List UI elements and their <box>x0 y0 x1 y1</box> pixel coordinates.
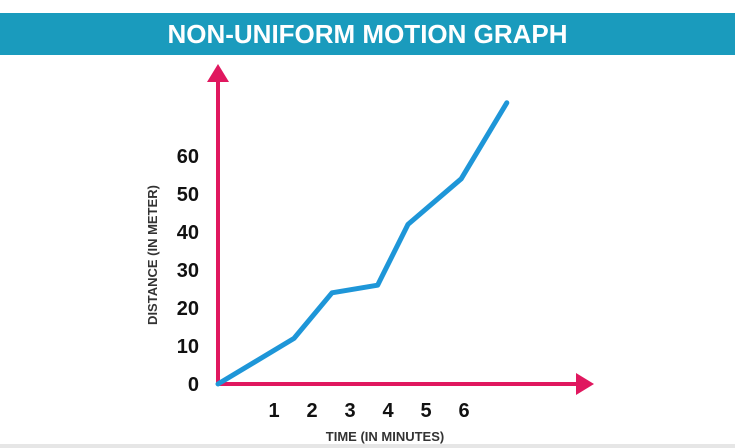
y-tick-label: 50 <box>177 184 199 206</box>
x-axis-arrow-icon <box>576 373 594 395</box>
x-tick-label: 3 <box>344 400 355 422</box>
x-tick-label: 2 <box>306 400 317 422</box>
y-tick-label: 0 <box>188 374 199 396</box>
y-tick-label: 20 <box>177 298 199 320</box>
y-tick-label: 60 <box>177 146 199 168</box>
y-tick-label: 40 <box>177 222 199 244</box>
x-tick-label: 4 <box>382 400 394 422</box>
x-axis-label: TIME (IN MINUTES) <box>326 429 444 444</box>
x-tick-label: 6 <box>458 400 469 422</box>
y-axis-arrow-icon <box>207 64 229 82</box>
x-tick-label: 5 <box>420 400 431 422</box>
series-line <box>215 100 510 387</box>
bottom-divider <box>0 444 735 448</box>
y-tick-label: 10 <box>177 336 199 358</box>
y-axis-label: DISTANCE (IN METER) <box>145 185 160 325</box>
y-tick-label: 30 <box>177 260 199 282</box>
x-tick-label: 1 <box>268 400 279 422</box>
chart-title: NON-UNIFORM MOTION GRAPH <box>167 18 568 49</box>
title-banner: NON-UNIFORM MOTION GRAPH <box>0 13 735 55</box>
